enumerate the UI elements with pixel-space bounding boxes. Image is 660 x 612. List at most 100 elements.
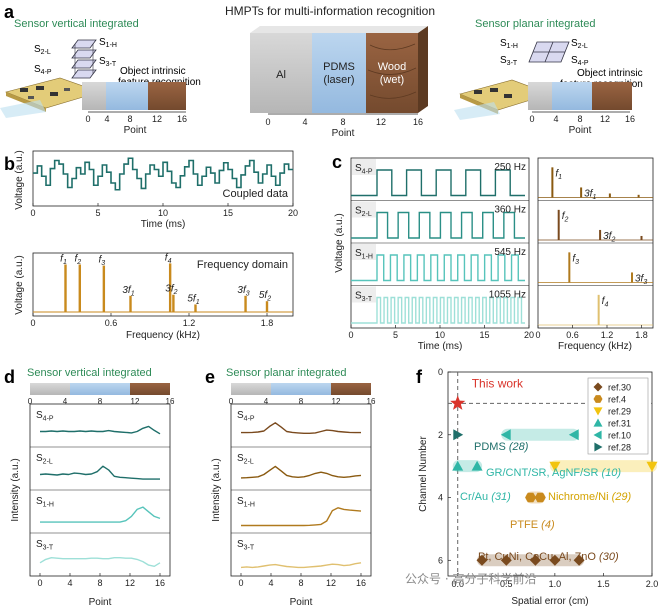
b-bottom-xtick-2: 1.2	[183, 318, 196, 328]
b-top-ylabel: Voltage (a.u.)	[14, 150, 25, 209]
left-point-tick-4: 4	[104, 114, 109, 124]
panel-b-time-chart: Coupled data 0 5 10 15 20 Time (ms) Voltage …	[14, 150, 298, 230]
right-point-axis: 0 4 8 12 16 Point	[529, 114, 635, 136]
d-marks-profile-3	[39, 557, 161, 567]
left-mini-blocks	[82, 82, 186, 113]
f-legend-marker-2	[593, 407, 603, 416]
c-left-label-bg-1	[352, 201, 376, 218]
panel-e-chart: 0 4 8 12 16 S4-P S2-L S1-H S3-T 0 4 8 12 16 Point I…	[211, 383, 376, 608]
e-marks-series-label-0: S4-P	[237, 410, 255, 423]
b-bottom-peak-4	[168, 263, 172, 312]
e-xlabel: Point	[290, 597, 313, 608]
f-range-band-2	[549, 460, 657, 473]
c-right-peak-0-0	[551, 167, 554, 198]
f-ytick-2: 4	[438, 493, 443, 503]
c-left-label-bg-0	[352, 159, 376, 175]
e-marks-series-label-3: S3-T	[237, 539, 255, 552]
c-right-peak-2-1	[631, 272, 634, 283]
e-marks-profile-1	[240, 465, 362, 479]
b-top-xtick-4: 20	[288, 208, 298, 218]
f-xtick-2: 1.0	[549, 579, 562, 589]
e-marks-xtick-1: 4	[268, 578, 273, 588]
f-group-label-3: Cr/Au (31)	[460, 491, 511, 503]
d-marks-xtick-2: 8	[97, 578, 102, 588]
panel-label-c: c	[332, 152, 342, 172]
d-marks-strip-tick-2: 8	[98, 397, 103, 406]
b-top-xtick-1: 5	[95, 208, 100, 218]
panel-d-chart: 0 4 8 12 16 S4-P S2-L S1-H S3-T 0 4 8 12 16 Point I…	[10, 383, 175, 608]
panel-d-title: Sensor vertical integrated	[27, 367, 152, 379]
d-marks-xtick-0: 0	[37, 578, 42, 588]
d-marks-profile-2	[40, 506, 161, 523]
panel-label-b: b	[4, 154, 15, 174]
c-right-peak-1-0	[557, 209, 560, 240]
c-left-label-bg-2	[352, 244, 376, 260]
f-legend-text-3: ref.31	[608, 419, 631, 429]
f-point-ref30-1	[500, 554, 512, 566]
f-legend-text-2: ref.29	[608, 407, 631, 417]
right-point-tick-16: 16	[625, 114, 635, 124]
right-s4p-label: S4-P	[571, 55, 589, 67]
e-marks-xtick-0: 0	[238, 578, 243, 588]
block-pdms	[312, 33, 366, 113]
c-left-wave-0	[351, 169, 525, 197]
watermark: 公众号 · 高分子科学前沿	[405, 572, 537, 586]
c-left-wave-3	[351, 296, 525, 324]
b-top-legend: Coupled data	[223, 188, 289, 200]
d-marks-xtick-1: 4	[67, 578, 72, 588]
c-right-peak-0-1	[580, 187, 583, 198]
d-marks-strip-tick-0: 0	[28, 397, 33, 406]
block-pdms-sub: (laser)	[323, 74, 354, 86]
c-right-peak-1-2	[640, 235, 643, 240]
right-point-label: Point	[569, 125, 592, 136]
d-marks-series-label-0: S4-P	[36, 410, 54, 423]
e-marks-strip-tick-4: 16	[367, 397, 376, 406]
b-top-coupled-trace	[33, 157, 293, 191]
panel-b-freq-chart: f1 f2 f3 3f1 f4 3f2 5f1 3f3 5f2 Frequency domain…	[14, 252, 294, 341]
left-object-text-1: Object intrinsic	[120, 66, 186, 77]
panel-label-f: f	[416, 367, 423, 387]
block-pdms-label: PDMS	[323, 61, 355, 73]
f-frame	[447, 371, 653, 577]
e-marks-xtick-2: 8	[298, 578, 303, 588]
f-point-ref10-0	[500, 429, 511, 441]
center-point-label: Point	[332, 128, 355, 139]
d-marks-xtick-4: 16	[155, 578, 165, 588]
f-xtick-3: 1.5	[597, 579, 610, 589]
b-bottom-peak-6	[194, 304, 197, 312]
c-right-peak-1-1	[599, 229, 602, 240]
f-range-band-4	[501, 428, 580, 441]
panel-label-d: d	[4, 367, 15, 387]
d-marks-profile-1	[39, 465, 160, 480]
panel-a-right-title: Sensor planar integrated	[475, 18, 595, 30]
f-group-label-2: Nichrome/Ni (29)	[548, 491, 631, 503]
b-top-xlabel: Time (ms)	[141, 219, 186, 230]
f-point-ref30-2	[529, 554, 541, 566]
left-point-label: Point	[124, 125, 147, 136]
f-xlabel: Spatial error (cm)	[511, 596, 588, 607]
right-s1h-label: S1-H	[500, 38, 518, 50]
panel-e-title: Sensor planar integrated	[226, 367, 346, 379]
c-left-label-bg-3	[352, 286, 376, 303]
d-marks-series-label-1: S2-L	[36, 453, 53, 466]
b-bottom-frame	[32, 252, 294, 317]
c-left-freq-label-1: 360 Hz	[494, 205, 526, 216]
f-legend-marker-3	[593, 418, 603, 427]
c-right-peak-label-3-0: f4	[602, 296, 609, 309]
c-right-peak-2-0	[568, 252, 571, 283]
left-point-tick-8: 8	[127, 114, 132, 124]
f-point-ref31-0	[452, 460, 464, 471]
f-xtick-4: 2.0	[646, 579, 659, 589]
c-left-xtick-2: 10	[435, 330, 445, 340]
b-bottom-ylabel: Voltage (a.u.)	[14, 255, 25, 314]
left-point-tick-12: 12	[152, 114, 162, 124]
f-legend-marker-0	[593, 382, 603, 392]
f-ytick-0: 0	[438, 367, 443, 377]
f-legend-text-5: ref.28	[608, 443, 631, 453]
f-legend-marker-4	[593, 430, 602, 440]
c-left-freq-label-2: 545 Hz	[494, 247, 526, 258]
right-s3t-label: S3-T	[500, 55, 518, 67]
c-left-freq-label-3: 1055 Hz	[489, 290, 526, 301]
c-left-series-label-0: S4-P	[355, 163, 373, 176]
f-ylabel: Channel Number	[418, 436, 429, 512]
